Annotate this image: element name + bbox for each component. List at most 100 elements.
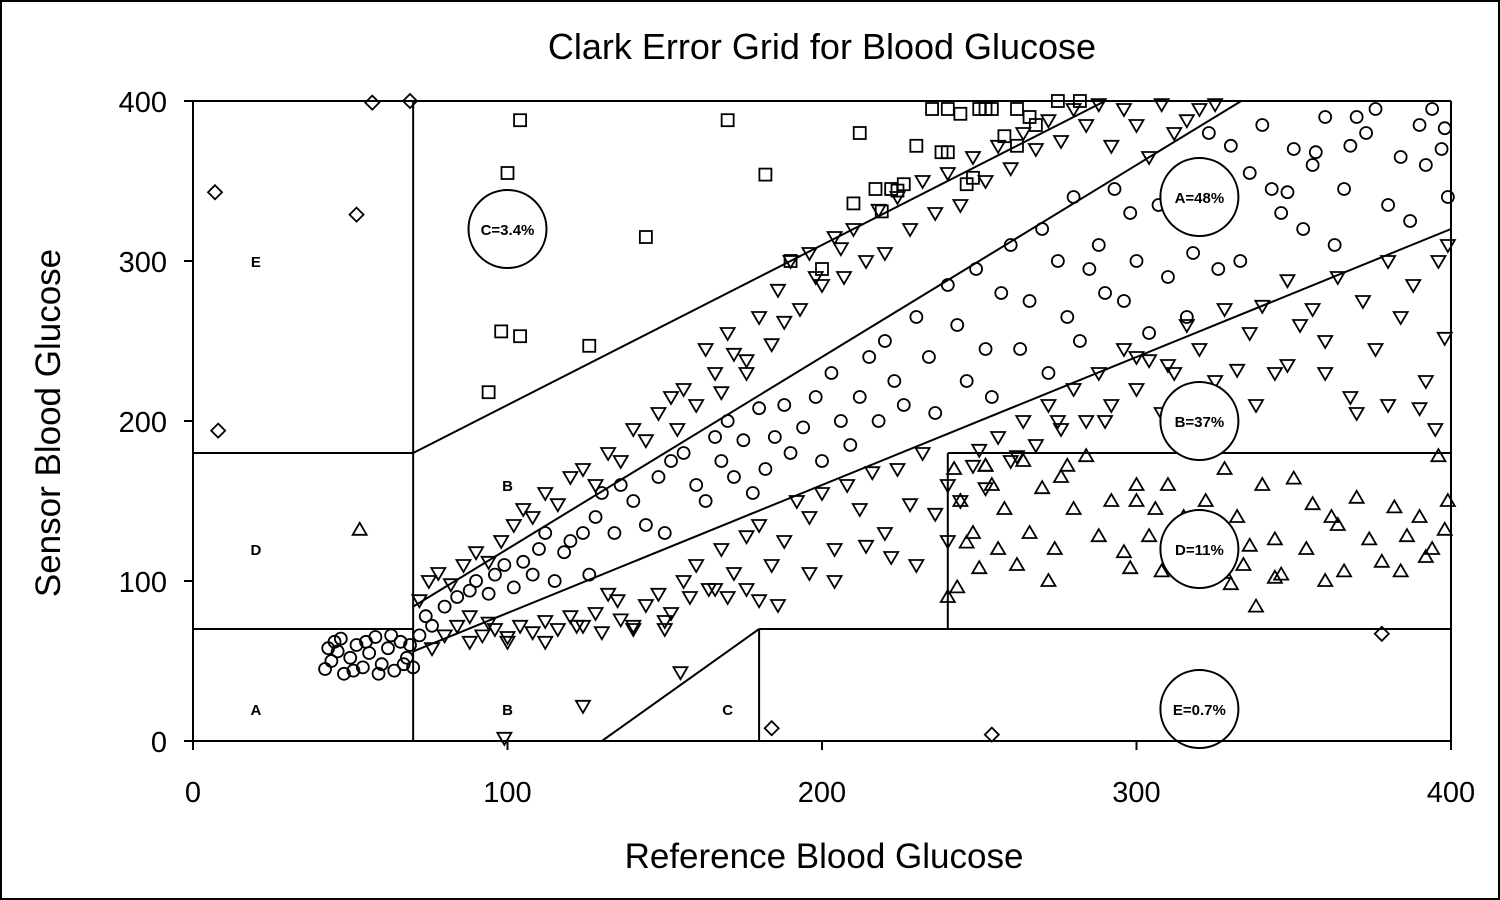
data-point-b-upper	[737, 354, 756, 369]
data-point-b-upper	[844, 223, 863, 238]
data-point-b-lower	[1426, 423, 1444, 438]
data-point-a	[1337, 182, 1351, 196]
data-point-b-lower	[1266, 367, 1284, 382]
data-point-b-upper	[826, 231, 844, 246]
data-point-c	[500, 166, 515, 180]
data-point-a	[588, 510, 603, 524]
data-point-d	[1335, 562, 1353, 578]
data-point-a	[745, 486, 760, 500]
data-point-b-lower	[498, 635, 517, 651]
data-point-a	[1082, 262, 1097, 276]
data-point-b-lower	[970, 443, 988, 459]
data-point-b-lower	[662, 607, 680, 622]
zone-boundary-line-5	[412, 228, 1452, 653]
data-point-b-upper	[835, 271, 853, 286]
data-point-b-lower	[609, 594, 627, 609]
data-point-c	[582, 338, 597, 353]
series-a	[318, 102, 1455, 681]
data-point-a	[1035, 222, 1050, 236]
data-point-d	[1102, 492, 1120, 507]
data-point-d	[1077, 447, 1095, 463]
data-point-c	[481, 385, 496, 400]
data-point-b-lower	[750, 519, 768, 534]
y-tick-label: 400	[119, 87, 167, 119]
data-point-b-upper	[1165, 127, 1183, 142]
data-point-a	[481, 586, 496, 601]
data-point-b-lower	[473, 629, 491, 645]
data-point-a	[525, 567, 540, 582]
data-point-a	[547, 574, 562, 588]
data-point-a	[437, 599, 452, 614]
data-point-b-upper	[637, 434, 655, 449]
data-point-b-lower	[1341, 391, 1359, 406]
data-point-b-lower	[1127, 351, 1146, 366]
data-point-b-upper	[791, 303, 809, 318]
data-point-b-upper	[1077, 119, 1095, 134]
data-point-b-upper	[561, 471, 579, 486]
data-point-a	[815, 454, 829, 468]
data-point-e	[363, 94, 381, 111]
data-point-a	[1091, 238, 1106, 252]
data-point-d	[1090, 527, 1108, 543]
data-point-a	[1412, 118, 1427, 132]
data-point-b-lower	[737, 530, 756, 545]
data-point-a	[1403, 214, 1418, 228]
data-point-a	[576, 526, 590, 540]
data-point-c	[846, 196, 861, 211]
data-point-b-lower	[681, 591, 699, 606]
data-point-b-lower	[1140, 354, 1158, 369]
data-point-a	[613, 478, 628, 492]
data-point-d	[1241, 537, 1259, 552]
data-point-b-lower	[511, 619, 529, 635]
data-point-a	[1003, 238, 1018, 252]
percent-label-circle	[467, 189, 548, 269]
percent-label: D=11%	[1175, 542, 1224, 559]
data-point-b-lower	[574, 699, 592, 715]
data-point-c	[513, 329, 527, 344]
data-point-a	[1359, 126, 1373, 140]
data-point-d	[945, 460, 963, 475]
data-point-c	[720, 113, 735, 128]
data-point-a	[1161, 270, 1175, 284]
data-point-a	[374, 657, 389, 672]
data-point-c	[953, 106, 968, 121]
data-point-b-lower	[1002, 455, 1020, 470]
data-point-b-lower	[1329, 271, 1347, 286]
data-point-b-upper	[876, 247, 894, 262]
data-point-a	[1117, 294, 1131, 308]
data-point-a	[959, 374, 974, 388]
data-point-a	[462, 583, 477, 598]
data-point-c	[494, 324, 509, 339]
data-point-b-lower	[524, 626, 542, 641]
data-point-a	[1255, 118, 1270, 132]
data-point-d	[1140, 527, 1158, 543]
data-point-b-upper	[737, 367, 756, 382]
data-point-a	[1211, 262, 1226, 276]
data-point-b-upper	[775, 315, 793, 331]
percent-label: E=0.7%	[1173, 702, 1226, 719]
data-point-d	[1439, 492, 1457, 507]
data-point-a	[1233, 254, 1248, 268]
data-point-c	[758, 167, 773, 182]
data-point-b-lower	[1291, 319, 1309, 334]
percent-label-circle	[1159, 381, 1240, 461]
data-point-b-lower	[851, 503, 869, 518]
data-point-b-lower	[907, 559, 925, 574]
data-point-d	[1316, 572, 1334, 587]
data-point-a	[1201, 126, 1216, 140]
data-point-b-lower	[486, 623, 504, 638]
data-point-b-upper	[1127, 119, 1146, 134]
data-point-a	[381, 641, 395, 656]
data-point-d	[1046, 540, 1064, 555]
data-point-a	[412, 628, 427, 643]
data-point-a	[657, 526, 672, 540]
data-point-b-lower	[800, 567, 818, 582]
data-point-a	[843, 438, 858, 452]
data-point-b-upper	[662, 391, 680, 406]
x-axis-title: Reference Blood Glucose	[625, 837, 1024, 876]
data-point-a	[371, 666, 386, 681]
data-point-d	[1033, 479, 1051, 495]
data-point-d	[1329, 516, 1347, 531]
data-point-b-upper	[429, 567, 447, 582]
data-point-a	[940, 278, 955, 292]
